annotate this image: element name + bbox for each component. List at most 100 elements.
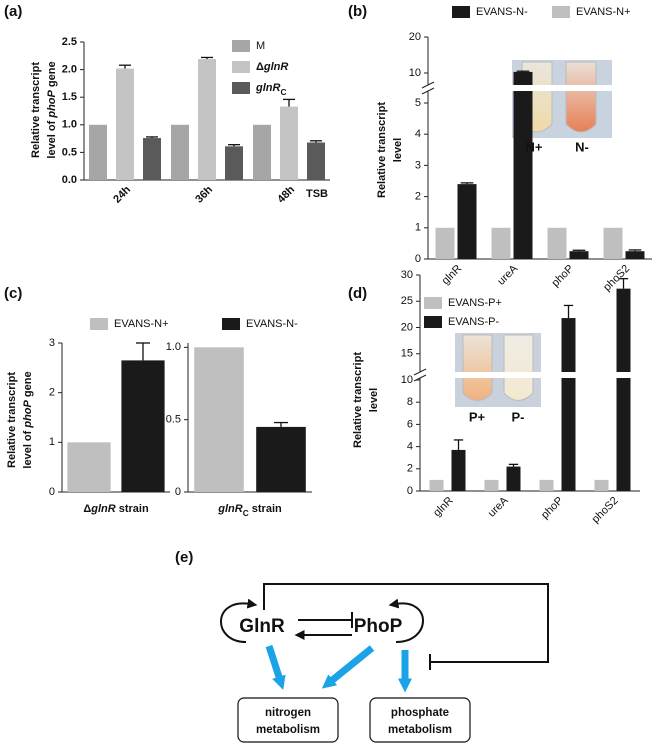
legend-label: EVANS-P- <box>448 316 499 328</box>
axis-break-mark <box>421 87 435 95</box>
bar <box>143 138 161 180</box>
axis-break-mark <box>413 368 427 376</box>
inset-label: P+ <box>469 409 486 424</box>
y-tick-label: 15 <box>401 348 413 360</box>
y-axis-label: Relative transcript <box>30 62 42 158</box>
y-tick-label: 2.5 <box>62 36 77 48</box>
text-run: glnR <box>217 503 242 515</box>
y-tick-label: 0 <box>49 486 55 498</box>
y-tick-label: 10 <box>401 374 413 386</box>
bar <box>491 227 511 259</box>
box-label: metabolism <box>256 724 320 736</box>
node-label: GlnR <box>239 616 285 637</box>
activation-arrow <box>321 645 375 689</box>
bar <box>625 251 645 259</box>
text-run: gene <box>46 61 58 90</box>
legend-label: EVANS-P+ <box>448 297 502 309</box>
y-tick-label: 1 <box>415 222 421 234</box>
legend-swatch <box>232 61 250 73</box>
y-tick-label: 3 <box>49 337 55 349</box>
y-tick-label: 0 <box>415 253 421 265</box>
panel-label: (e) <box>175 549 193 566</box>
text-run: C <box>280 88 286 97</box>
y-tick-label: 20 <box>401 321 413 333</box>
y-tick-label: 0.5 <box>166 414 181 426</box>
node-label: PhoP <box>354 616 403 637</box>
y-tick-label: 30 <box>401 269 413 281</box>
activation-arrow <box>265 644 286 690</box>
inset-label: N+ <box>526 139 543 154</box>
y-axis-label: level <box>368 388 380 412</box>
tube <box>462 334 493 401</box>
legend-label: EVANS-N- <box>476 6 528 18</box>
y-tick-label: 1.5 <box>62 91 77 103</box>
text-run: level <box>392 138 404 162</box>
text-run: glnR <box>263 61 288 73</box>
legend-swatch <box>452 6 470 18</box>
text-run: Δ <box>83 503 91 515</box>
y-tick-label: 2 <box>407 463 413 475</box>
y-axis-label: Relative transcript <box>376 102 388 198</box>
bar <box>594 479 609 491</box>
bar <box>67 442 111 492</box>
bar <box>539 479 554 491</box>
bar <box>225 146 243 180</box>
bar <box>253 124 271 180</box>
inset-label: N- <box>575 139 589 154</box>
inset-photo <box>455 333 541 407</box>
x-tick-label: phoP <box>539 495 566 522</box>
legend-label: glnRC <box>255 82 286 97</box>
bar <box>194 347 244 492</box>
bar <box>506 466 521 491</box>
y-tick-label: 1.0 <box>166 341 181 353</box>
axis-break <box>422 85 652 91</box>
text-run: level of <box>22 428 34 469</box>
y-tick-label: 10 <box>409 67 421 79</box>
bar <box>307 142 325 180</box>
y-tick-label: 1.0 <box>62 119 77 131</box>
bar <box>121 360 165 492</box>
text-run: Relative transcript <box>352 352 364 448</box>
text-run: level <box>368 388 380 412</box>
panel-label: (d) <box>348 285 367 302</box>
x-tick-label: glnR <box>440 263 465 288</box>
bar <box>547 227 567 259</box>
x-tick-label: ureA <box>486 494 511 519</box>
tube <box>503 334 534 401</box>
panel-label: (c) <box>4 285 22 302</box>
bar <box>451 449 466 491</box>
self-activation <box>388 598 424 643</box>
x-axis-label: ΔglnR strain <box>83 503 149 515</box>
box-label: metabolism <box>388 724 452 736</box>
annotation: TSB <box>306 188 328 200</box>
bar <box>171 124 189 180</box>
text-run: Relative transcript <box>376 102 388 198</box>
legend-swatch <box>232 82 250 94</box>
y-tick-label: 2 <box>49 387 55 399</box>
y-tick-label: 0.5 <box>62 146 77 158</box>
y-tick-label: 8 <box>407 396 413 408</box>
y-axis-label: Relative transcript <box>6 372 18 468</box>
legend-swatch <box>552 6 570 18</box>
y-tick-label: 1 <box>49 436 55 448</box>
x-tick-label: phoP <box>550 263 577 290</box>
bar <box>198 59 216 180</box>
y-tick-label: 20 <box>409 31 421 43</box>
text-run: phoP <box>22 399 34 428</box>
axis-break <box>414 372 640 378</box>
y-tick-label: 0 <box>407 485 413 497</box>
text-run: glnR <box>90 503 115 515</box>
y-tick-label: 3 <box>415 159 421 171</box>
y-axis-label: level of phoP gene <box>46 61 58 158</box>
bar <box>569 251 589 259</box>
x-tick-label: 48h <box>275 184 297 206</box>
text-run: glnR <box>255 82 280 94</box>
legend-swatch <box>90 318 108 330</box>
bar <box>256 426 306 492</box>
y-tick-label: 0.0 <box>62 174 77 186</box>
process-box <box>369 697 471 743</box>
text-run: strain <box>249 503 282 515</box>
text-run: level of <box>46 118 58 159</box>
y-tick-label: 2.0 <box>62 64 77 76</box>
regulation-diagram: GlnR PhoP nitrogen metabolism phosphate … <box>220 583 549 743</box>
